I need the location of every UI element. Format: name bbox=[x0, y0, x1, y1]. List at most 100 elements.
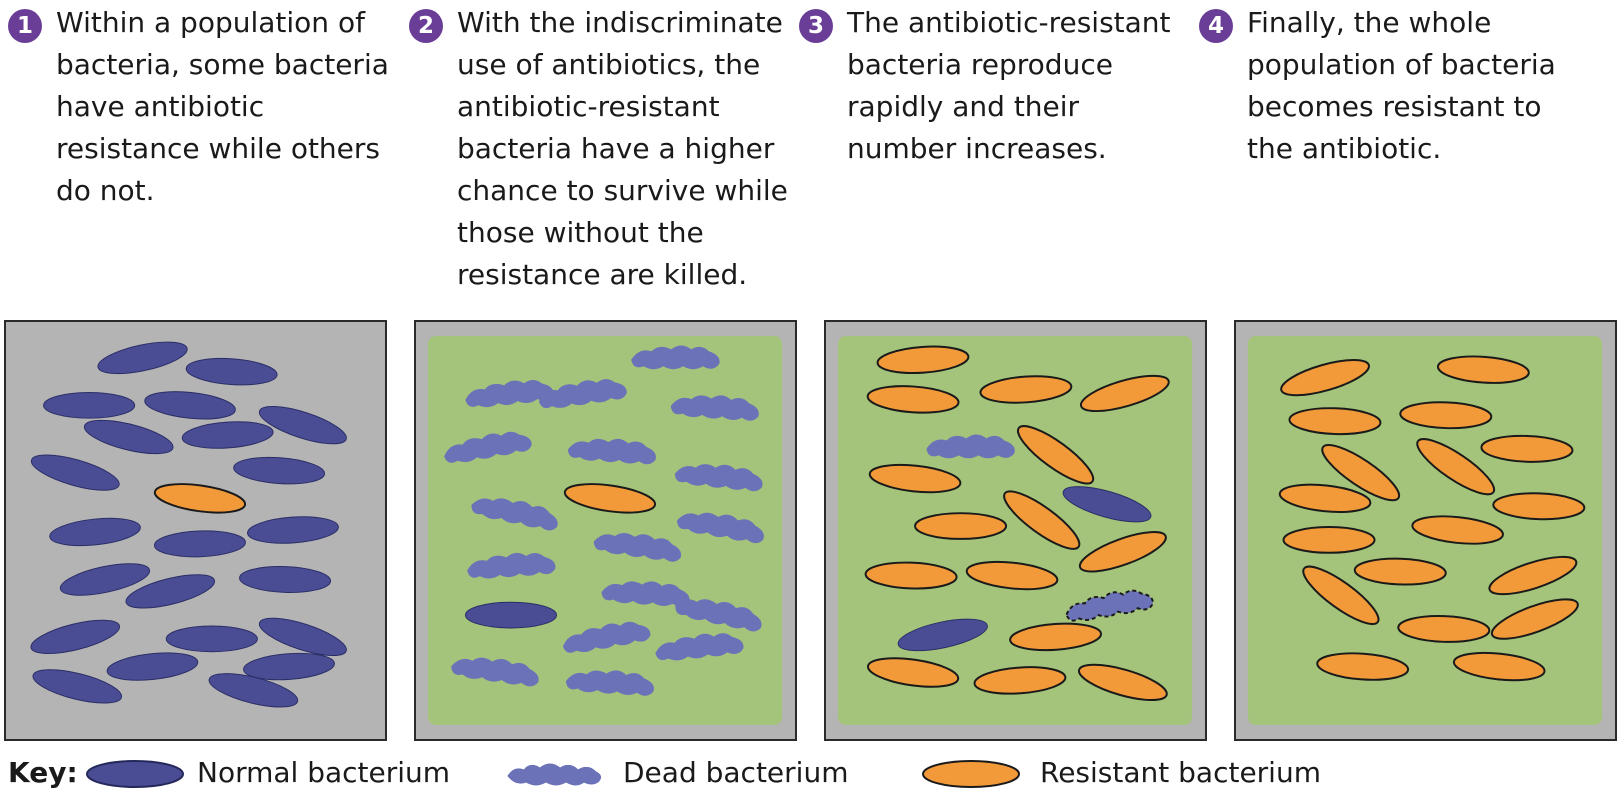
normal-bacterium bbox=[185, 357, 278, 386]
resistant-bacterium bbox=[864, 561, 958, 590]
normal-bacterium bbox=[59, 563, 151, 596]
dead-bacterium bbox=[471, 498, 558, 531]
resistant-bacterium bbox=[153, 483, 247, 514]
step-number-2: 2 bbox=[409, 9, 443, 43]
resistant-bacterium bbox=[1490, 598, 1579, 640]
panel-2-bacteria bbox=[427, 336, 783, 725]
dead-bacterium bbox=[451, 657, 539, 687]
normal-bacterium bbox=[247, 516, 339, 544]
resistant-bacterium bbox=[1079, 374, 1170, 413]
normal-bacterium bbox=[49, 517, 141, 547]
resistant-bacterium bbox=[866, 385, 960, 414]
resistant-bacterium bbox=[1009, 622, 1102, 652]
resistant-bacterium bbox=[1480, 434, 1574, 463]
dead-bacterium bbox=[567, 438, 656, 465]
resistant-bacterium bbox=[1436, 355, 1530, 384]
surviving-normal-bacterium bbox=[464, 601, 558, 629]
resistant-bacterium bbox=[1397, 615, 1491, 643]
resistant-bacterium bbox=[1492, 492, 1586, 521]
resistant-bacterium bbox=[1278, 483, 1372, 513]
resistant-bacterium bbox=[1321, 444, 1401, 502]
normal-bacterium bbox=[83, 419, 174, 455]
dead-bacterium-outlined bbox=[1065, 589, 1154, 622]
resistant-bacterium bbox=[868, 463, 962, 494]
panel-3-bacteria bbox=[837, 336, 1193, 725]
legend-resistant-label: Resistant bacterium bbox=[1040, 756, 1321, 789]
normal-bacterium bbox=[43, 391, 136, 419]
normal-bacterium bbox=[30, 454, 120, 491]
normal-bacterium bbox=[165, 625, 258, 653]
normal-bacterium bbox=[239, 566, 332, 593]
normal-bacterium bbox=[233, 456, 326, 485]
resistant-bacterium bbox=[1302, 565, 1380, 626]
dead-bacterium bbox=[675, 599, 762, 632]
step-number-4: 4 bbox=[1199, 9, 1233, 43]
resistant-bacterium bbox=[1003, 490, 1081, 550]
resistant-bacterium bbox=[1353, 557, 1447, 586]
resistant-bacterium bbox=[1411, 515, 1504, 545]
normal-bacterium bbox=[181, 421, 274, 449]
step-number-3: 3 bbox=[799, 9, 833, 43]
resistant-bacterium bbox=[876, 345, 970, 375]
resistant-bacterium bbox=[1399, 401, 1493, 430]
resistant-bacterium bbox=[1416, 438, 1496, 496]
resistant-bacterium bbox=[979, 375, 1073, 404]
step-4-text: Finally, the whole population of bacteri… bbox=[1247, 6, 1556, 165]
resistant-bacterium bbox=[1488, 555, 1578, 596]
step-number-1: 1 bbox=[8, 9, 42, 43]
resistant-bacterium bbox=[1077, 663, 1168, 702]
normal-bacterium bbox=[258, 405, 347, 445]
panel-1-mixed-population bbox=[4, 320, 387, 741]
dead-bacterium bbox=[670, 395, 759, 421]
panel-4-all-resistant bbox=[1234, 320, 1617, 741]
resistant-bacterium bbox=[1288, 407, 1382, 436]
resistant-bacterium bbox=[965, 560, 1059, 591]
step-2-text: With the indiscriminate use of antibioti… bbox=[457, 6, 788, 291]
dead-bacterium-icon bbox=[507, 763, 602, 786]
normal-bacterium bbox=[258, 617, 347, 657]
dead-bacterium bbox=[444, 431, 532, 463]
normal-bacterium bbox=[153, 530, 246, 558]
step-1-text: Within a population of bacteria, some ba… bbox=[56, 6, 389, 207]
dead-bacterium bbox=[677, 512, 764, 544]
normal-bacterium bbox=[897, 618, 988, 652]
legend-title: Key: bbox=[8, 756, 78, 789]
resistant-bacterium bbox=[1316, 652, 1410, 681]
dead-bacterium bbox=[926, 434, 1015, 459]
normal-bacterium bbox=[97, 341, 188, 375]
dead-bacterium bbox=[562, 621, 651, 653]
resistant-bacterium bbox=[1280, 359, 1370, 397]
resistant-bacterium bbox=[563, 483, 657, 514]
panel-4-bacteria bbox=[1247, 336, 1603, 725]
dead-bacterium bbox=[565, 670, 654, 696]
normal-bacterium bbox=[125, 574, 216, 609]
legend: Key: Normal bacterium Dead bacterium Res… bbox=[0, 752, 1623, 796]
dead-bacterium bbox=[655, 633, 744, 661]
normal-bacterium bbox=[243, 652, 335, 681]
dead-bacterium bbox=[538, 379, 627, 409]
resistant-bacterium bbox=[866, 657, 960, 688]
dead-bacterium bbox=[467, 552, 556, 579]
resistant-bacterium bbox=[914, 512, 1008, 540]
panel-2-antibiotic-applied bbox=[414, 320, 797, 741]
resistant-bacterium bbox=[1016, 425, 1095, 485]
panel-1-bacteria bbox=[30, 341, 347, 708]
dead-bacterium bbox=[631, 345, 720, 370]
step-3-text: The antibiotic-resistant bacteria reprod… bbox=[847, 6, 1171, 165]
resistant-bacterium-icon bbox=[922, 760, 1020, 788]
dead-bacterium bbox=[674, 464, 763, 492]
resistant-bacterium bbox=[1282, 526, 1376, 554]
normal-bacterium bbox=[32, 669, 123, 704]
legend-normal-label: Normal bacterium bbox=[197, 756, 451, 789]
normal-bacterium bbox=[208, 673, 299, 708]
legend-dead-label: Dead bacterium bbox=[623, 756, 849, 789]
resistant-bacterium bbox=[1078, 531, 1167, 573]
resistant-bacterium bbox=[973, 666, 1067, 695]
panel-3-resistant-multiply bbox=[824, 320, 1207, 741]
normal-bacterium bbox=[1062, 486, 1152, 523]
resistant-bacterium bbox=[1452, 651, 1546, 682]
normal-bacterium bbox=[144, 391, 236, 420]
dead-bacterium bbox=[593, 532, 682, 562]
normal-bacterium bbox=[106, 652, 199, 681]
normal-bacterium bbox=[30, 619, 121, 655]
